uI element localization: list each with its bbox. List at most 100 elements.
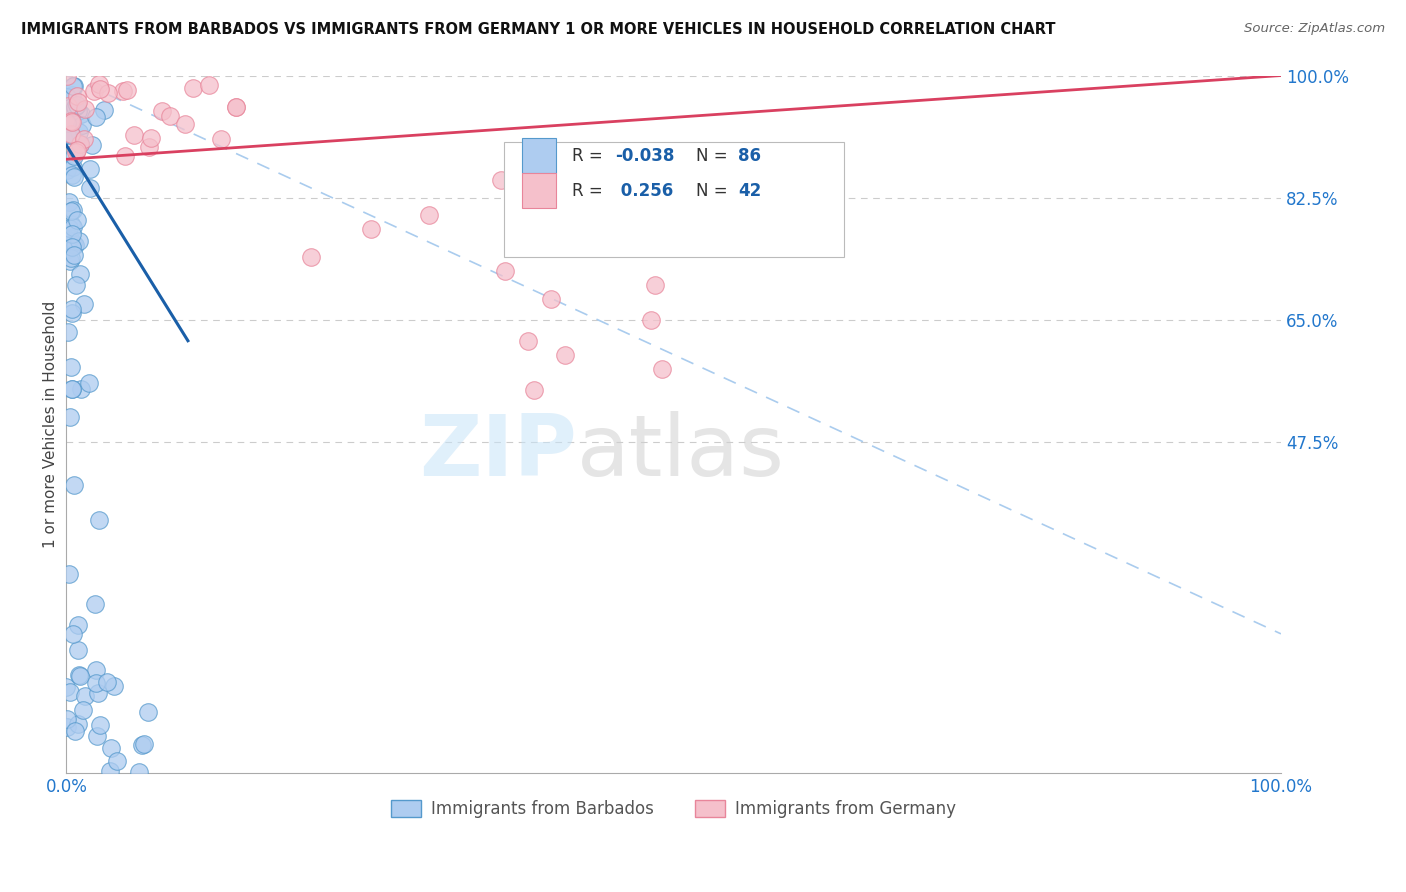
Point — [640, 313, 662, 327]
Point — [225, 99, 247, 113]
Point — [114, 149, 136, 163]
Point — [65, 100, 87, 114]
Point — [67, 643, 90, 657]
Point — [72, 703, 94, 717]
Text: IMMIGRANTS FROM BARBADOS VS IMMIGRANTS FROM GERMANY 1 OR MORE VEHICLES IN HOUSEH: IMMIGRANTS FROM BARBADOS VS IMMIGRANTS F… — [21, 22, 1056, 37]
Point — [299, 250, 322, 264]
Point — [62, 160, 84, 174]
Point — [87, 77, 110, 91]
FancyBboxPatch shape — [503, 142, 844, 257]
Point — [60, 227, 83, 241]
Point — [360, 222, 382, 236]
Text: 42: 42 — [738, 182, 761, 200]
Point — [56, 90, 79, 104]
Point — [67, 125, 90, 139]
Point — [58, 242, 80, 256]
Point — [56, 233, 79, 247]
Point — [59, 251, 82, 265]
Point — [97, 87, 120, 101]
Point — [58, 194, 80, 209]
Point — [73, 131, 96, 145]
Point — [60, 217, 83, 231]
Point — [225, 100, 247, 114]
Point — [55, 116, 77, 130]
Point — [554, 348, 576, 362]
Point — [644, 277, 666, 292]
Point — [489, 173, 512, 187]
Point — [60, 382, 83, 396]
Point — [79, 376, 101, 391]
Point — [79, 180, 101, 194]
Point — [131, 738, 153, 752]
Point — [62, 202, 84, 217]
Point — [66, 95, 89, 109]
Point — [69, 267, 91, 281]
Point — [70, 107, 93, 121]
Point — [418, 208, 440, 222]
Text: Source: ZipAtlas.com: Source: ZipAtlas.com — [1244, 22, 1385, 36]
Point — [86, 729, 108, 743]
Point — [59, 128, 82, 142]
Point — [59, 359, 82, 374]
Point — [138, 140, 160, 154]
Point — [62, 248, 84, 262]
Point — [67, 668, 90, 682]
Point — [60, 127, 83, 141]
Point — [87, 686, 110, 700]
Point — [56, 70, 79, 84]
Point — [60, 240, 83, 254]
Point — [79, 162, 101, 177]
Point — [173, 117, 195, 131]
Point — [89, 82, 111, 96]
Point — [523, 383, 546, 397]
Point — [96, 675, 118, 690]
Point — [117, 83, 139, 97]
Point — [540, 292, 562, 306]
Point — [69, 136, 91, 151]
Point — [73, 297, 96, 311]
Text: R =: R = — [572, 147, 607, 165]
Point — [55, 680, 77, 694]
Point — [211, 132, 233, 146]
Point — [73, 690, 96, 704]
Point — [72, 118, 94, 132]
Point — [62, 235, 84, 250]
Point — [65, 278, 87, 293]
Point — [60, 306, 83, 320]
Point — [63, 238, 86, 252]
Point — [63, 724, 86, 739]
Point — [494, 264, 516, 278]
Point — [59, 684, 82, 698]
Point — [84, 675, 107, 690]
FancyBboxPatch shape — [522, 138, 555, 173]
Point — [159, 109, 181, 123]
Point — [516, 334, 538, 348]
Point — [58, 101, 80, 115]
Point — [56, 712, 79, 726]
Point — [98, 764, 121, 778]
FancyBboxPatch shape — [522, 173, 555, 208]
Point — [62, 478, 84, 492]
Point — [59, 113, 82, 128]
Point — [60, 88, 83, 103]
Point — [59, 253, 82, 268]
Point — [66, 98, 89, 112]
Point — [65, 145, 87, 159]
Point — [82, 138, 104, 153]
Point — [150, 103, 173, 118]
Point — [132, 738, 155, 752]
Point — [56, 162, 79, 177]
Point — [69, 136, 91, 151]
Point — [83, 84, 105, 98]
Point — [56, 128, 79, 142]
Point — [58, 566, 80, 581]
Text: N =: N = — [696, 182, 733, 200]
Point — [124, 128, 146, 142]
Point — [112, 84, 135, 98]
Point — [93, 103, 115, 118]
Point — [62, 78, 84, 93]
Point — [63, 79, 86, 94]
Legend: Immigrants from Barbados, Immigrants from Germany: Immigrants from Barbados, Immigrants fro… — [384, 793, 963, 824]
Point — [59, 203, 82, 218]
Point — [66, 618, 89, 632]
